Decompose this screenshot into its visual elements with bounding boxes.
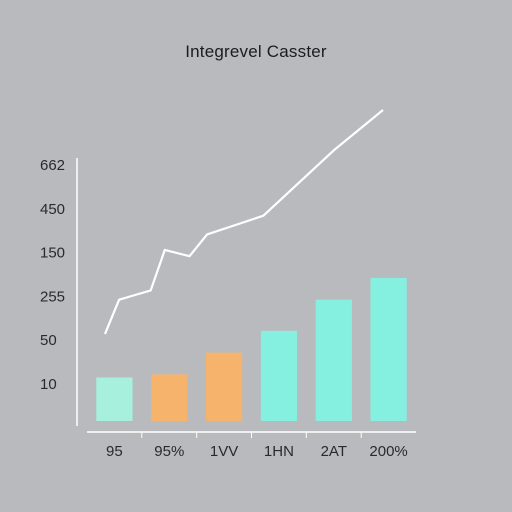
bar (151, 374, 188, 421)
x-tick-label: 95% (154, 443, 184, 460)
bar (96, 377, 133, 421)
y-tick-label: 255 (40, 288, 65, 305)
x-tick-label: 2AT (321, 443, 347, 460)
x-tick-label: 95 (106, 443, 123, 460)
y-tick-label: 662 (40, 157, 65, 174)
bar (206, 352, 243, 421)
x-tick-label: 200% (369, 443, 407, 460)
x-tick-label: 1VV (210, 443, 238, 460)
y-tick-label: 150 (40, 245, 65, 262)
bar (260, 330, 297, 421)
x-tick-label: 1HN (264, 443, 294, 460)
trend-line (103, 109, 384, 335)
y-tick-label: 50 (40, 332, 57, 349)
bar (315, 299, 352, 421)
bar (370, 277, 407, 421)
y-tick-label: 450 (40, 201, 65, 218)
chart-title: Integrevel Casster (185, 42, 327, 61)
y-tick-label: 10 (40, 376, 57, 393)
